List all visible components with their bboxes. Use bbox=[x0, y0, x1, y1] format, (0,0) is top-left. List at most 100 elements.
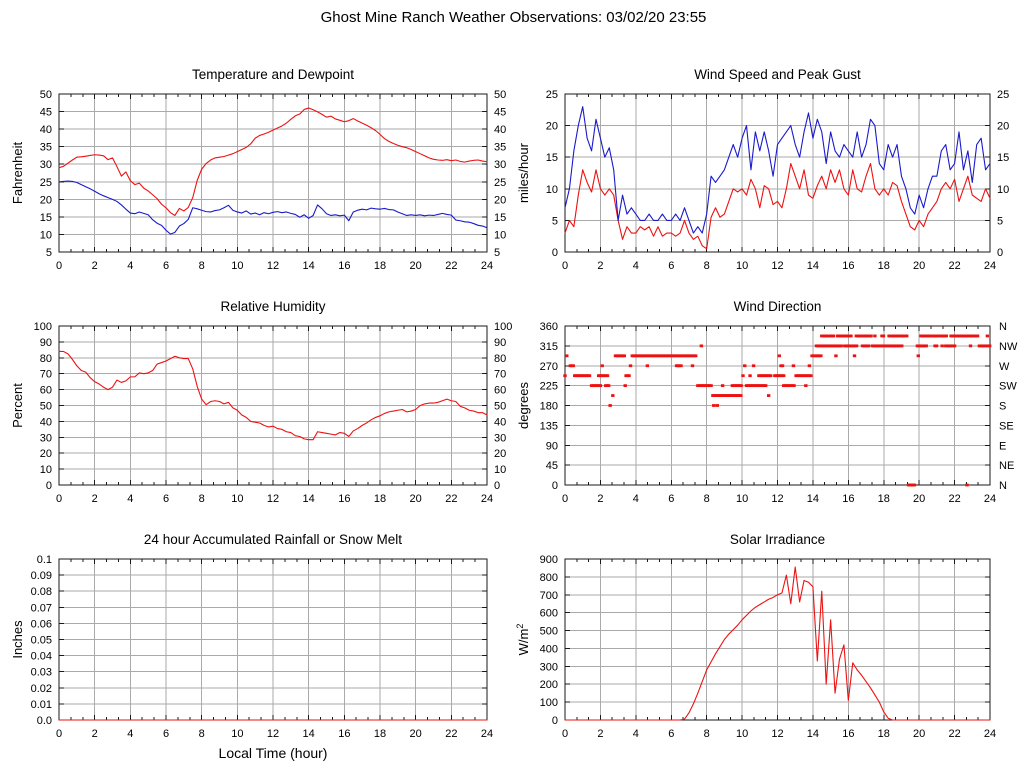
wind-direction-label: SW bbox=[999, 381, 1017, 393]
x-tick-label: 22 bbox=[948, 260, 960, 272]
x-tick-label: 16 bbox=[842, 260, 854, 272]
y-tick-label-right: 45 bbox=[494, 107, 506, 119]
grid-lines bbox=[565, 559, 990, 720]
y-tick-label: 0.01 bbox=[31, 699, 52, 711]
wind-direction-label: S bbox=[999, 401, 1006, 413]
x-tick-label: 2 bbox=[92, 728, 98, 740]
solar-irradiance-chart: 0 100 200 300 400 500 600 700 800 900 0 2 4 6 8 10 12 14 1… bbox=[513, 530, 1027, 772]
y-tick-label: 0.05 bbox=[31, 635, 52, 647]
x-tick-label: 2 bbox=[92, 260, 98, 272]
wind-direction-label: N bbox=[999, 321, 1007, 333]
y-tick-label-right: 0 bbox=[494, 480, 500, 492]
series-wind_direction-points bbox=[563, 334, 992, 487]
x-tick-label: 0 bbox=[56, 493, 62, 505]
y-tick-label: 400 bbox=[540, 643, 558, 655]
y-tick-label-right: 10 bbox=[494, 464, 506, 476]
chart-title: Temperature and Dewpoint bbox=[192, 67, 354, 82]
y-tick-label: 700 bbox=[540, 590, 558, 602]
chart-title: Wind Speed and Peak Gust bbox=[694, 67, 861, 82]
grid-lines bbox=[565, 94, 990, 252]
y-axis-label: degrees bbox=[516, 382, 531, 429]
series-peak_gust-line bbox=[564, 106, 991, 234]
y-tick-label: 10 bbox=[546, 184, 558, 196]
axis-labels: 5 5 10 10 15 15 20 20 25 25 30 30 35 35 40 40 45 45 50 50 0 2… bbox=[40, 89, 507, 272]
page-title: Ghost Mine Ranch Weather Observations: 0… bbox=[320, 9, 707, 26]
x-tick-label: 2 bbox=[92, 493, 98, 505]
y-tick-label: 25 bbox=[40, 177, 52, 189]
y-tick-label-right: 5 bbox=[997, 215, 1003, 227]
x-tick-label: 8 bbox=[704, 260, 710, 272]
y-tick-label-right: 10 bbox=[494, 229, 506, 241]
x-tick-label: 6 bbox=[668, 728, 674, 740]
y-tick-label: 5 bbox=[552, 215, 558, 227]
y-tick-label: 5 bbox=[46, 247, 52, 259]
y-tick-label-right: 15 bbox=[494, 212, 506, 224]
y-tick-label: 900 bbox=[540, 554, 558, 566]
wind-direction-label: NE bbox=[999, 460, 1014, 472]
x-tick-label: 24 bbox=[481, 260, 493, 272]
y-tick-label: 180 bbox=[540, 401, 558, 413]
x-tick-label: 22 bbox=[445, 493, 457, 505]
x-tick-label: 20 bbox=[410, 493, 422, 505]
x-tick-label: 6 bbox=[668, 493, 674, 505]
x-tick-label: 12 bbox=[771, 260, 783, 272]
y-tick-label: 45 bbox=[546, 460, 558, 472]
chart-title: Solar Irradiance bbox=[730, 532, 825, 547]
x-tick-label: 4 bbox=[127, 728, 133, 740]
tick-marks bbox=[564, 93, 991, 253]
wind-direction-chart: 0 N 45 NE 90 E 135 SE 180 S 225 SW 270 W 315 NW 360 N 0 2 4 6… bbox=[513, 295, 1027, 530]
rainfall-svg: 0.0 0.01 0.02 0.03 0.04 0.05 0.06 0.07 0.08 0.09 0… bbox=[10, 532, 493, 761]
x-tick-label: 14 bbox=[807, 728, 819, 740]
y-axis-label: Fahrenheit bbox=[10, 142, 25, 205]
y-tick-label: 0.08 bbox=[31, 586, 52, 598]
y-tick-label: 0.03 bbox=[31, 667, 52, 679]
y-tick-label: 0.1 bbox=[37, 554, 52, 566]
grid-lines bbox=[59, 326, 487, 485]
x-tick-label: 0 bbox=[56, 728, 62, 740]
x-tick-label: 20 bbox=[913, 260, 925, 272]
y-tick-label: 500 bbox=[540, 626, 558, 638]
y-tick-label: 30 bbox=[40, 159, 52, 171]
x-tick-label: 10 bbox=[736, 260, 748, 272]
x-tick-label: 16 bbox=[842, 493, 854, 505]
y-tick-label: 315 bbox=[540, 341, 558, 353]
y-tick-label-right: 70 bbox=[494, 369, 506, 381]
x-tick-label: 2 bbox=[597, 493, 603, 505]
y-tick-label: 0.06 bbox=[31, 618, 52, 630]
x-tick-label: 12 bbox=[267, 493, 279, 505]
y-tick-label: 0.09 bbox=[31, 570, 52, 582]
x-tick-label: 24 bbox=[481, 493, 493, 505]
y-tick-label-right: 15 bbox=[997, 152, 1009, 164]
x-tick-label: 4 bbox=[633, 493, 639, 505]
x-tick-label: 4 bbox=[633, 728, 639, 740]
x-tick-label: 10 bbox=[231, 728, 243, 740]
x-tick-label: 2 bbox=[597, 260, 603, 272]
y-tick-label: 20 bbox=[546, 121, 558, 133]
x-tick-label: 20 bbox=[410, 260, 422, 272]
y-tick-label: 50 bbox=[40, 401, 52, 413]
y-tick-label: 20 bbox=[40, 448, 52, 460]
x-tick-label: 18 bbox=[374, 728, 386, 740]
x-tick-label: 22 bbox=[445, 728, 457, 740]
y-axis-label: W/m2 bbox=[515, 624, 531, 656]
y-tick-label-right: 30 bbox=[494, 432, 506, 444]
y-tick-label: 600 bbox=[540, 608, 558, 620]
wind-direction-label: SE bbox=[999, 420, 1014, 432]
x-tick-label: 14 bbox=[807, 260, 819, 272]
grid-lines bbox=[59, 94, 487, 252]
series-relative_humidity-line bbox=[58, 350, 488, 441]
y-tick-label: 0 bbox=[552, 480, 558, 492]
x-tick-label: 16 bbox=[338, 493, 350, 505]
y-tick-label: 0.07 bbox=[31, 602, 52, 614]
y-tick-label: 0 bbox=[552, 247, 558, 259]
x-tick-label: 8 bbox=[199, 493, 205, 505]
x-tick-label: 20 bbox=[410, 728, 422, 740]
x-tick-label: 4 bbox=[127, 260, 133, 272]
y-tick-label: 200 bbox=[540, 679, 558, 691]
y-tick-label: 90 bbox=[546, 440, 558, 452]
y-axis-label: miles/hour bbox=[516, 142, 531, 203]
y-tick-label-right: 5 bbox=[494, 247, 500, 259]
